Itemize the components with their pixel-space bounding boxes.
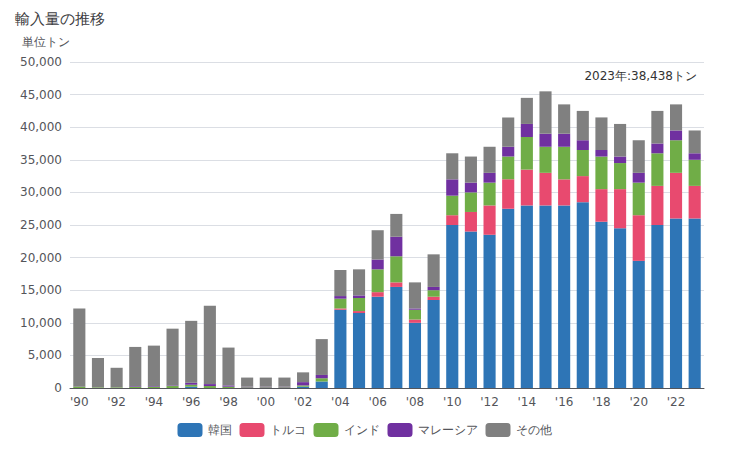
svg-text:'92: '92 <box>107 395 126 409</box>
svg-text:15,000: 15,000 <box>20 283 62 297</box>
svg-text:'14: '14 <box>518 395 537 409</box>
svg-text:'10: '10 <box>443 395 462 409</box>
svg-text:25,000: 25,000 <box>20 218 62 232</box>
svg-text:'12: '12 <box>480 395 499 409</box>
svg-text:20,000: 20,000 <box>20 251 62 265</box>
svg-text:2023年:38,438トン: 2023年:38,438トン <box>584 69 697 83</box>
svg-text:5,000: 5,000 <box>28 348 62 362</box>
svg-text:'96: '96 <box>182 395 201 409</box>
svg-text:35,000: 35,000 <box>20 153 62 167</box>
svg-text:'18: '18 <box>592 395 611 409</box>
svg-text:韓国: 韓国 <box>208 423 232 437</box>
svg-text:'04: '04 <box>331 395 350 409</box>
svg-text:単位トン: 単位トン <box>22 35 70 49</box>
svg-text:'22: '22 <box>667 395 686 409</box>
svg-text:'94: '94 <box>145 395 164 409</box>
svg-text:10,000: 10,000 <box>20 316 62 330</box>
svg-text:'08: '08 <box>406 395 425 409</box>
svg-text:マレーシア: マレーシア <box>418 423 478 437</box>
svg-text:輸入量の推移: 輸入量の推移 <box>15 10 105 28</box>
svg-text:その他: その他 <box>516 423 552 437</box>
svg-text:'90: '90 <box>70 395 89 409</box>
svg-text:45,000: 45,000 <box>20 88 62 102</box>
svg-text:'00: '00 <box>257 395 276 409</box>
svg-text:トルコ: トルコ <box>270 423 306 437</box>
svg-text:'20: '20 <box>629 395 648 409</box>
svg-text:'06: '06 <box>368 395 387 409</box>
svg-text:50,000: 50,000 <box>20 55 62 69</box>
svg-text:0: 0 <box>54 381 62 395</box>
svg-text:'02: '02 <box>294 395 313 409</box>
svg-text:'98: '98 <box>219 395 238 409</box>
svg-text:40,000: 40,000 <box>20 120 62 134</box>
svg-text:30,000: 30,000 <box>20 185 62 199</box>
svg-text:インド: インド <box>344 423 380 437</box>
svg-text:'16: '16 <box>555 395 574 409</box>
